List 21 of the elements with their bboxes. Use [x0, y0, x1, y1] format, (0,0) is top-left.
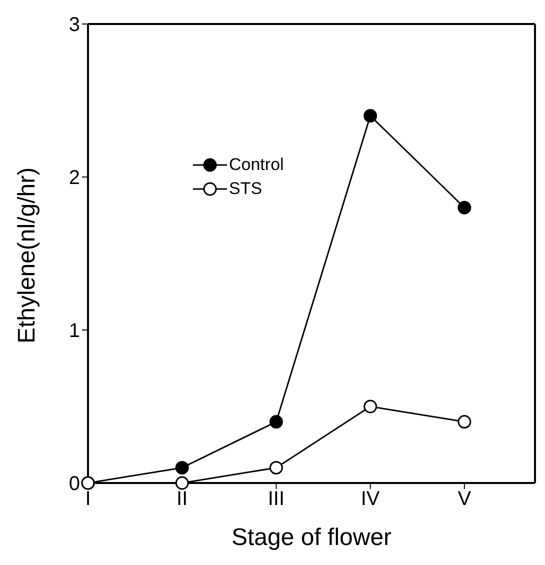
x-tick-label: IV: [360, 488, 380, 510]
x-axis-title: Stage of flower: [231, 524, 392, 551]
point: [175, 460, 189, 474]
point: [458, 415, 472, 429]
point: [364, 109, 378, 123]
y-axis-title: Ethylene(nl/g/hr): [14, 167, 41, 344]
point: [458, 200, 472, 214]
point: [364, 400, 378, 414]
y-tick-label: 2: [68, 167, 80, 190]
legend-label: Control: [229, 155, 284, 175]
x-tick-label: I: [85, 488, 91, 510]
point: [269, 460, 283, 474]
y-tick-label: 1: [68, 320, 80, 342]
y-tick-label: 0: [68, 473, 80, 496]
point: [175, 476, 189, 490]
y-tick-label: 3: [68, 14, 80, 36]
x-tick-label: II: [176, 488, 188, 510]
legend-label: STS: [229, 179, 262, 199]
x-tick-label: V: [458, 488, 472, 510]
point: [269, 415, 283, 429]
x-tick-label: III: [268, 488, 285, 510]
